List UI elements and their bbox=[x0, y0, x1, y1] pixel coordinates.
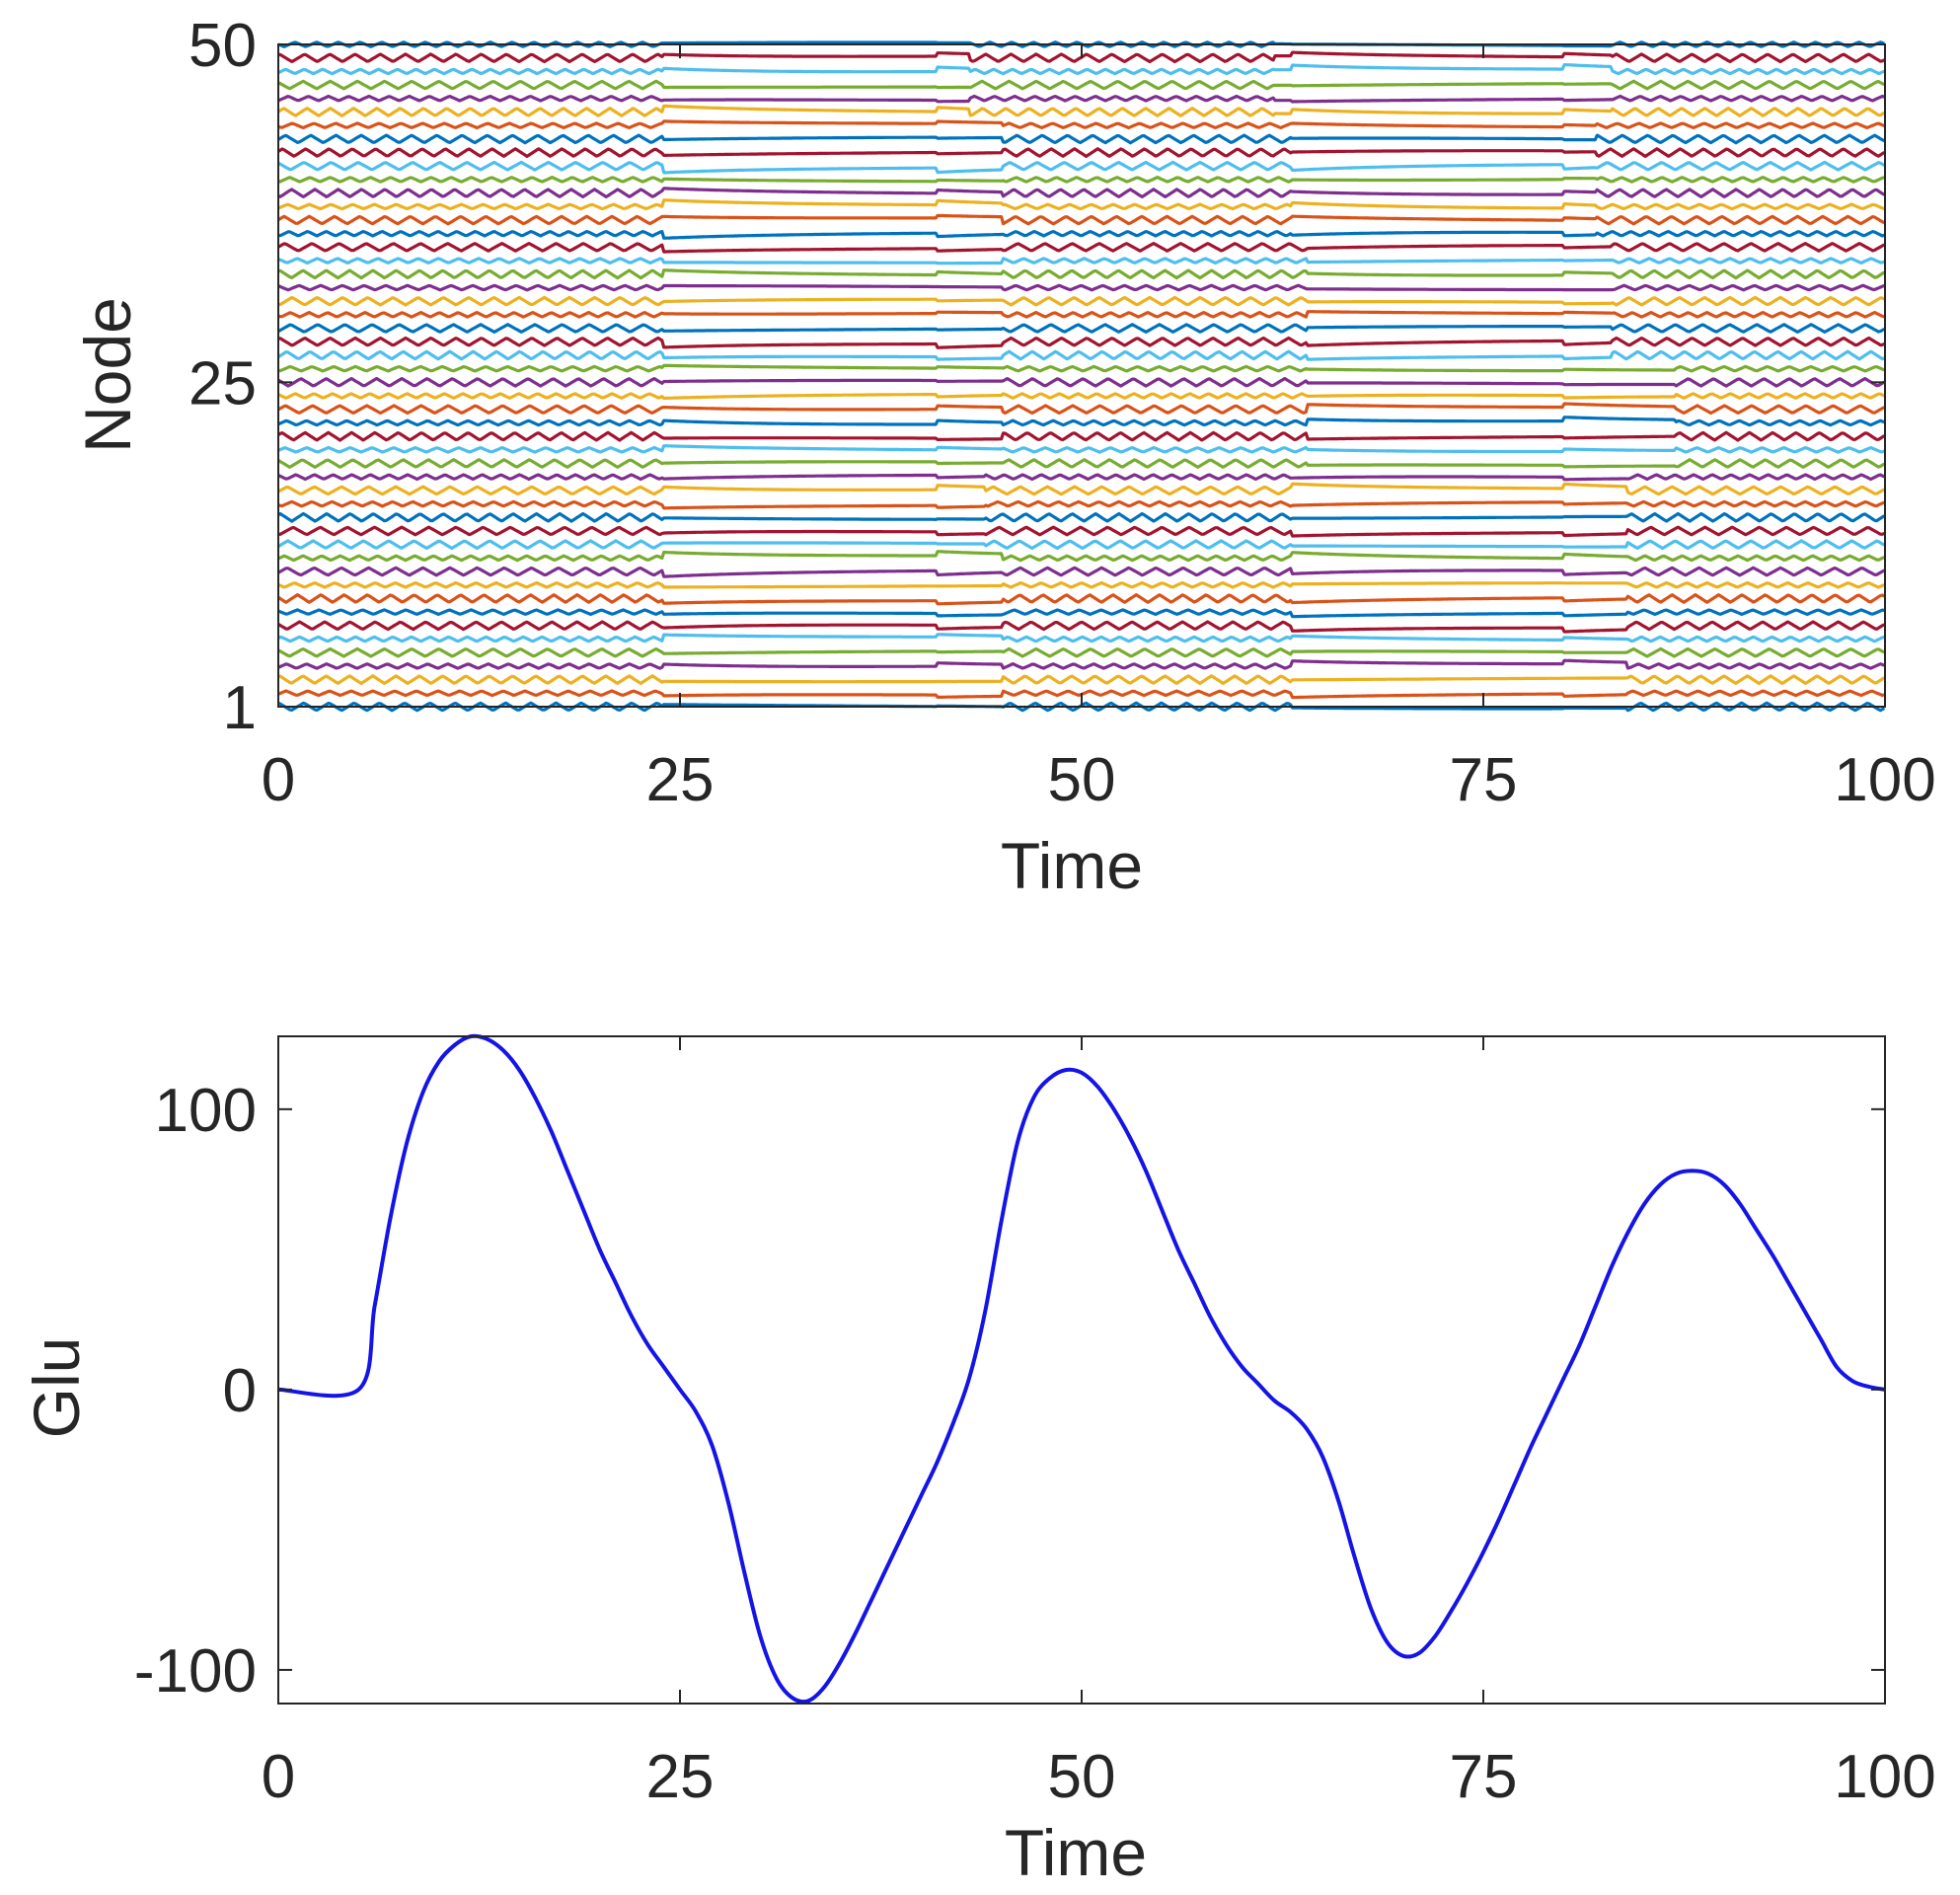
node-trace-line bbox=[277, 94, 1885, 104]
node-trace-line bbox=[277, 525, 1886, 538]
node-trace-line bbox=[277, 198, 1885, 211]
glu-x-tick-label: 25 bbox=[646, 1743, 715, 1811]
glu-x-tick-label: 0 bbox=[262, 1743, 295, 1811]
node-x-ticks: 0 25 50 75 100 bbox=[262, 44, 1936, 814]
node-trace-line bbox=[277, 310, 1885, 319]
node-trace-line bbox=[277, 147, 1886, 158]
node-trace-line bbox=[277, 133, 1886, 145]
node-trace-line bbox=[277, 62, 1885, 76]
node-y-tick-label: 50 bbox=[188, 12, 257, 80]
node-x-tick-label: 50 bbox=[1048, 746, 1116, 814]
node-trace-line bbox=[277, 392, 1885, 401]
node-trace-line bbox=[277, 79, 1886, 91]
node-trace-line bbox=[277, 323, 1886, 334]
node-trace-line bbox=[277, 444, 1885, 454]
node-trace-line bbox=[277, 592, 1886, 606]
node-trace-line bbox=[277, 187, 1886, 198]
node-trace-line bbox=[277, 242, 1886, 254]
node-trace-line bbox=[277, 295, 1886, 307]
node-trace-line bbox=[277, 566, 1886, 578]
node-trace-line bbox=[277, 580, 1885, 589]
node-trace-line bbox=[277, 363, 1885, 373]
node-trace-line bbox=[277, 458, 1886, 469]
node-trace-line bbox=[277, 633, 1885, 644]
glu-x-ticks: 0 25 50 75 100 bbox=[262, 1036, 1936, 1811]
node-trace-line bbox=[277, 213, 1886, 226]
glu-x-tick-label: 75 bbox=[1450, 1743, 1518, 1811]
node-trace-line bbox=[277, 674, 1886, 686]
glu-y-tick-label: 0 bbox=[223, 1357, 257, 1425]
glu-x-tick-label: 100 bbox=[1834, 1743, 1935, 1811]
glu-series-line bbox=[277, 1033, 1886, 1705]
node-x-tick-label: 25 bbox=[646, 746, 715, 814]
glu-traces bbox=[277, 1033, 1886, 1705]
node-y-ticks: 1 25 50 bbox=[188, 12, 1885, 742]
node-trace-line bbox=[277, 646, 1886, 658]
node-trace-line bbox=[277, 283, 1885, 292]
node-trace-line bbox=[277, 336, 1886, 349]
node-trace-line bbox=[277, 430, 1886, 442]
node-trace-line bbox=[277, 511, 1886, 523]
node-trace-line bbox=[277, 608, 1885, 619]
node-trace-line bbox=[277, 230, 1885, 240]
node-y-tick-label: 25 bbox=[188, 349, 257, 417]
node-y-tick-label: 1 bbox=[223, 674, 257, 742]
node-trace-line bbox=[277, 473, 1885, 482]
node-x-tick-label: 100 bbox=[1834, 746, 1935, 814]
node-x-tick-label: 0 bbox=[262, 746, 295, 814]
node-trace-line bbox=[277, 349, 1886, 361]
node-trace-line bbox=[277, 402, 1886, 416]
node-x-tick-label: 75 bbox=[1450, 746, 1518, 814]
node-traces bbox=[277, 40, 1886, 713]
node-trace-line bbox=[277, 658, 1885, 670]
node-trace-line bbox=[277, 482, 1886, 496]
node-trace-line bbox=[277, 416, 1885, 427]
node-trace-line bbox=[277, 176, 1885, 184]
node-trace-line bbox=[277, 268, 1886, 280]
node-trace-line bbox=[277, 620, 1886, 634]
node-trace-line bbox=[277, 257, 1885, 265]
node-trace-line bbox=[277, 160, 1886, 175]
glu-x-tick-label: 50 bbox=[1048, 1743, 1116, 1811]
glu-y-axis-title: Glu bbox=[20, 1337, 93, 1439]
node-trace-line bbox=[277, 119, 1885, 130]
node-trace-line bbox=[277, 376, 1886, 388]
node-trace-line bbox=[277, 104, 1886, 117]
glu-x-axis-title: Time bbox=[1005, 1816, 1147, 1889]
glu-y-ticks: -100 0 100 bbox=[134, 1077, 1885, 1706]
node-trace-line bbox=[277, 550, 1885, 563]
node-trace-line bbox=[277, 499, 1885, 510]
node-y-axis-title: Node bbox=[71, 297, 144, 453]
glu-y-tick-label: 100 bbox=[155, 1077, 257, 1145]
node-x-axis-title: Time bbox=[1001, 829, 1143, 902]
glu-y-tick-label: -100 bbox=[134, 1637, 257, 1706]
node-trace-line bbox=[277, 539, 1886, 551]
